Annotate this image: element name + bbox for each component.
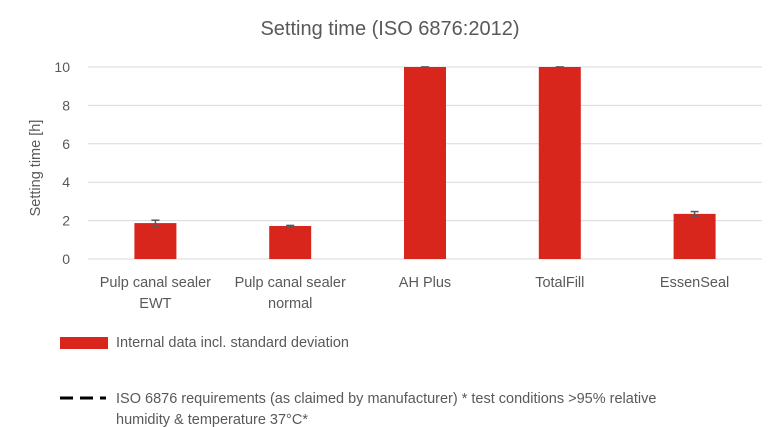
category-label-2-line-0: AH Plus <box>399 275 451 291</box>
category-label-0-line-1: EWT <box>139 296 171 312</box>
bar-1 <box>269 225 312 259</box>
bar-3 <box>538 67 581 259</box>
bar-2 <box>404 67 446 259</box>
y-tick-label-0: 0 <box>62 251 70 267</box>
y-axis-label: Setting time [h] <box>28 120 44 217</box>
y-tick-label-4: 4 <box>62 174 70 190</box>
category-label-0-line-0: Pulp canal sealer <box>100 275 211 291</box>
bars <box>134 67 716 259</box>
y-tick-label-8: 8 <box>62 97 70 113</box>
legend-swatch-internal-data <box>60 337 108 349</box>
legend-label-internal-data: Internal data incl. standard deviation <box>116 335 349 351</box>
category-label-3-line-0: TotalFill <box>535 275 584 291</box>
error-bar-0 <box>151 219 160 227</box>
error-bars <box>151 66 699 228</box>
category-label-1-line-0: Pulp canal sealer <box>235 275 346 291</box>
error-bar-1 <box>286 224 295 228</box>
legend-label-iso-line2: humidity & temperature 37°C* <box>116 412 308 427</box>
legend-label-iso-line1: ISO 6876 requirements (as claimed by man… <box>116 391 656 407</box>
y-tick-label-2: 2 <box>62 213 70 229</box>
chart-title: Setting time (ISO 6876:2012) <box>260 18 519 40</box>
y-tick-label-10: 10 <box>54 59 70 75</box>
category-label-1-line-1: normal <box>268 296 312 312</box>
y-axis-ticks: 0 2 4 6 8 10 <box>54 59 70 267</box>
bar-4 <box>673 213 716 259</box>
error-bar-4 <box>690 210 699 217</box>
category-label-4-line-0: EssenSeal <box>660 275 729 291</box>
bar-0 <box>134 223 177 259</box>
legend: Internal data incl. standard deviation I… <box>60 335 656 427</box>
x-axis-categories: Pulp canal sealer EWT Pulp canal sealer nor… <box>100 275 729 312</box>
y-tick-label-6: 6 <box>62 136 70 152</box>
